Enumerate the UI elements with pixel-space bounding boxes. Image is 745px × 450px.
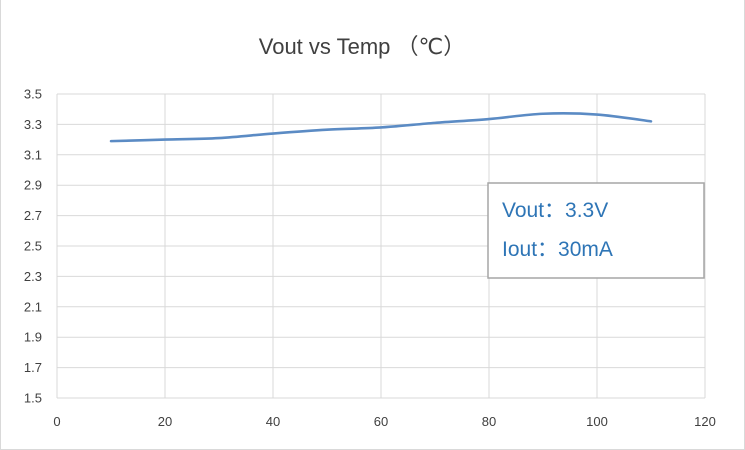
y-tick-label: 2.7 (24, 208, 42, 223)
y-tick-label: 3.3 (24, 117, 42, 132)
y-tick-label: 3.1 (24, 147, 42, 162)
y-tick-label: 2.3 (24, 269, 42, 284)
x-tick-label: 120 (694, 414, 716, 429)
y-tick-label: 1.5 (24, 391, 42, 406)
y-tick-label: 2.9 (24, 178, 42, 193)
x-tick-label: 60 (374, 414, 388, 429)
x-tick-label: 100 (586, 414, 608, 429)
y-axis: 1.5 1.7 1.9 2.1 2.3 2.5 2.7 2.9 3.1 3.3 3.5 (24, 87, 42, 406)
y-tick-label: 3.5 (24, 87, 42, 102)
annotation-vout: Vout：3.3V (502, 199, 608, 222)
y-tick-label: 2.5 (24, 239, 42, 254)
x-tick-label: 0 (53, 414, 60, 429)
y-tick-label: 2.1 (24, 299, 42, 314)
annotation-box: Vout：3.3V Iout：30mA (487, 182, 705, 279)
chart-title: Vout vs Temp （℃） (259, 34, 466, 59)
series-group (109, 112, 653, 143)
y-tick-label: 1.9 (24, 330, 42, 345)
annotation-box-border (487, 182, 705, 279)
annotation-iout: Iout：30mA (502, 238, 613, 261)
y-tick-label: 1.7 (24, 360, 42, 375)
x-tick-label: 20 (158, 414, 172, 429)
x-tick-label: 80 (482, 414, 496, 429)
x-tick-label: 40 (266, 414, 280, 429)
series-line (109, 112, 653, 143)
x-axis: 0 20 40 60 80 100 120 (53, 414, 715, 429)
gridlines (56, 93, 706, 399)
